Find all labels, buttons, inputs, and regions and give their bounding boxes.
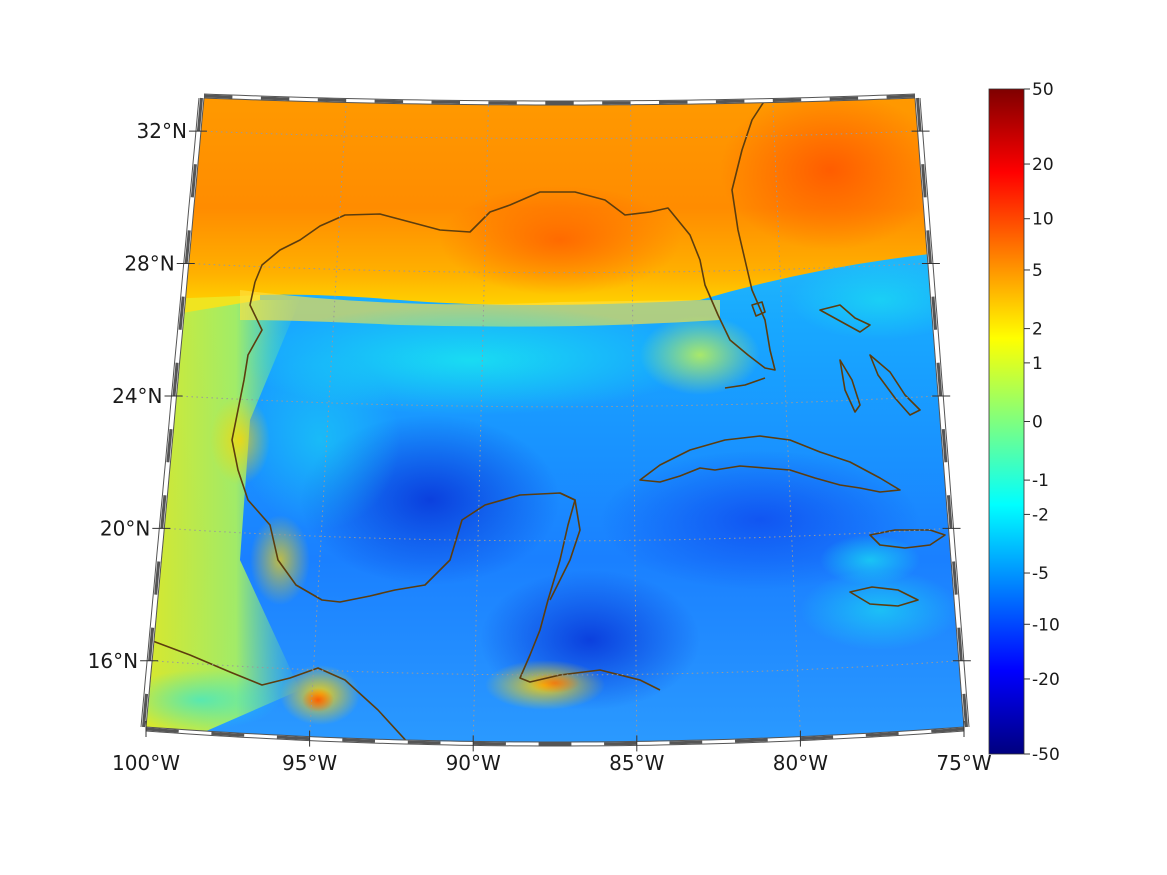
frame-segment: [196, 97, 203, 132]
frame-segment: [886, 94, 916, 99]
frame-segment: [203, 94, 233, 99]
frame-segment: [145, 727, 179, 733]
meridian-line: [472, 104, 489, 742]
lat-tick-label: 32°N: [137, 119, 187, 143]
lon-tick-label: 95°W: [282, 751, 337, 775]
frame-segment: [800, 735, 834, 741]
frame-segment: [154, 561, 161, 595]
lat-tick-label: 28°N: [124, 252, 174, 276]
frame-segment: [931, 727, 965, 733]
frame-segment: [916, 97, 922, 132]
hispaniola: [869, 529, 946, 549]
frame-segment: [172, 362, 179, 397]
frame-segment: [190, 164, 197, 198]
gulf-coast: [254, 99, 776, 371]
frame-segment: [407, 740, 441, 745]
frame-inner: [914, 97, 965, 728]
lon-tick-label: 100°W: [112, 751, 180, 775]
frame-inner: [145, 726, 965, 743]
longitude-labels: 100°W 95°W 90°W 85°W 80°W 75°W: [112, 721, 992, 775]
colorbar-tick-label: 20: [1032, 155, 1054, 175]
frame-segment: [260, 96, 290, 101]
meridian-line: [772, 102, 801, 737]
frame-segment: [952, 561, 958, 595]
data-field: [146, 98, 964, 743]
frame-segment: [921, 164, 927, 198]
frame-segment: [178, 296, 185, 330]
frame-segment: [669, 740, 703, 745]
colorbar-tick-label: -2: [1032, 505, 1049, 525]
frame-segment: [941, 428, 948, 463]
frame-inner: [203, 97, 916, 106]
lon-tick-label: 75°W: [936, 751, 991, 775]
frame-segment: [926, 230, 932, 264]
bahamas: [819, 304, 921, 416]
frame-segment: [946, 495, 953, 529]
parallel-line: [176, 395, 939, 408]
frame-outer: [145, 730, 965, 747]
lat-tick-label: 16°N: [88, 649, 138, 673]
frame-segment: [374, 99, 404, 104]
lat-tick-label: 24°N: [112, 384, 162, 408]
lon-tick-label: 85°W: [609, 751, 664, 775]
frame-segment: [184, 230, 191, 264]
frame-inner: [145, 97, 205, 728]
frame-segment: [734, 738, 768, 743]
meridian-line: [630, 104, 638, 742]
colorbar-tick-label: -5: [1032, 564, 1049, 584]
colorbar-tick-label: -1: [1032, 471, 1049, 491]
frame-segment: [936, 362, 943, 397]
colorbar-tick-label: 5: [1032, 261, 1043, 281]
colorbar-tick-label: 50: [1032, 80, 1054, 100]
frame-segment: [957, 627, 963, 661]
parallel-line: [164, 527, 949, 542]
jamaica: [849, 586, 919, 607]
colorbar-gradient: [988, 88, 1025, 755]
frame-segment: [715, 99, 745, 104]
colorbar-tick-label: -10: [1032, 615, 1060, 635]
frame-segment: [865, 731, 899, 737]
cuba: [639, 435, 901, 493]
coastlines: [149, 99, 946, 743]
frame-segment: [829, 96, 859, 101]
frame-segment: [342, 738, 376, 743]
frame-outer: [140, 97, 200, 728]
frame-segment: [962, 693, 968, 728]
map-frame: [140, 93, 970, 747]
lat-tick-label: 20°N: [100, 516, 150, 540]
frame-outer: [919, 97, 970, 728]
colorbar-tick-label: -20: [1032, 670, 1060, 690]
colorbar-tick-label: 2: [1032, 320, 1043, 340]
colorbar-tick-label: 0: [1032, 413, 1043, 433]
frame-segment: [148, 627, 155, 661]
pacific-coast: [149, 639, 411, 743]
mexico-coast: [231, 281, 661, 691]
frame-segment: [931, 296, 938, 330]
latitude-labels: 32°N 28°N 24°N 20°N 16°N: [88, 119, 971, 673]
frame-segment: [317, 98, 347, 102]
lon-tick-label: 90°W: [446, 751, 501, 775]
florida-keys: [724, 377, 766, 389]
colorbar-tick-label: 10: [1032, 210, 1054, 230]
frame-segment: [142, 693, 149, 728]
frame-segment: [160, 495, 167, 529]
frame-segment: [772, 98, 802, 102]
frame-outer: [203, 93, 916, 102]
meridian-line: [309, 102, 347, 737]
frame-segment: [276, 735, 310, 741]
yucatan-coast: [549, 492, 581, 601]
colorbar-tick-label: 1: [1032, 354, 1043, 374]
colorbar-tick-label: -50: [1032, 745, 1060, 765]
lake-okeechobee: [751, 301, 766, 317]
lon-tick-label: 80°W: [773, 751, 828, 775]
frame-segment: [166, 428, 173, 463]
frame-segment: [211, 731, 245, 737]
parallel-line: [188, 263, 928, 274]
